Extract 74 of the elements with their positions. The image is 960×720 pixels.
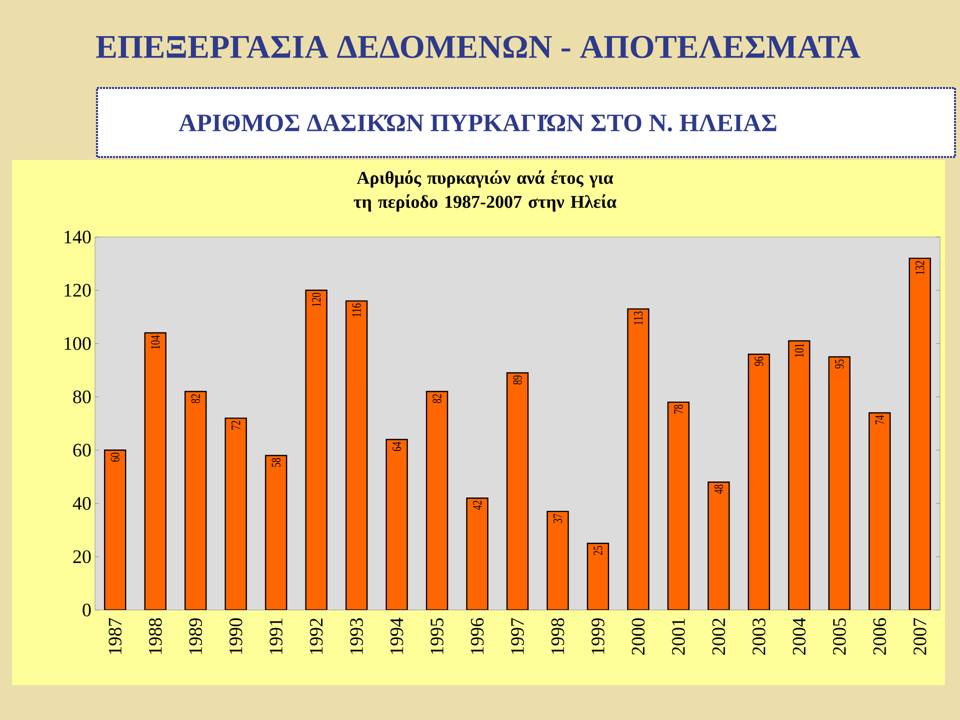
- x-tick-label: 2005: [833, 618, 846, 655]
- bar: [546, 510, 569, 610]
- bar: [264, 454, 288, 610]
- bar: [788, 340, 810, 610]
- chart-title: ΕΠΕΞΕΡΓΑΣΙΑ ΔΕΔΟΜΕΝΩΝ - ΑΠΟΤΕΛΕΣΜΑΤΑ: [96, 36, 860, 58]
- data-label: 116: [352, 303, 361, 317]
- bar: [305, 290, 328, 610]
- x-tick-label: 2002: [712, 618, 726, 655]
- x-tick-label: 1987: [108, 618, 122, 654]
- text: Αριθμός πυρκαγιών ανά έτος για τη περίοδο 1987-2007 στην Ηλεία: [354, 170, 616, 212]
- x-tick-label: 1999: [592, 618, 604, 654]
- data-label: 95: [835, 359, 844, 369]
- data-label: 82: [191, 394, 200, 404]
- x-tick-label: 2004: [792, 618, 806, 655]
- data-label: 104: [150, 335, 160, 349]
- bar: [868, 412, 891, 610]
- y-tick-label: 100: [64, 337, 91, 350]
- bar: [466, 498, 488, 610]
- data-label: 82: [432, 394, 442, 404]
- bar: [667, 402, 690, 610]
- bar: [748, 354, 770, 610]
- bar: [386, 438, 408, 610]
- x-tick-label: 1991: [270, 618, 282, 654]
- bar: [506, 372, 529, 610]
- bar: [144, 332, 166, 610]
- x-tick-label: 2006: [873, 618, 886, 655]
- x-tick-label: 2001: [672, 618, 685, 655]
- y-tick-label: 0: [82, 604, 91, 616]
- y-tick-label: 60: [73, 444, 91, 457]
- x-tick-label: 1988: [148, 618, 162, 654]
- bar: [708, 482, 730, 610]
- data-label: 132: [916, 261, 924, 274]
- data-label: 120: [312, 292, 321, 306]
- x-tick-label: 1994: [390, 618, 404, 654]
- x-tick-label: 1996: [470, 618, 484, 654]
- x-tick-label: 1993: [350, 618, 363, 654]
- x-tick-label: 1997: [511, 618, 524, 654]
- bar: [426, 390, 448, 610]
- bar: [224, 418, 247, 610]
- data-label: 89: [513, 375, 522, 384]
- x-tick-label: 2000: [632, 618, 645, 655]
- data-label: 25: [594, 546, 602, 555]
- bar: [627, 308, 650, 610]
- data-label: 64: [392, 442, 402, 452]
- y-tick-label: 120: [64, 284, 91, 297]
- data-label: 58: [272, 458, 280, 467]
- x-tick-label: 1989: [189, 618, 202, 654]
- x-tick-label: 1995: [430, 618, 444, 654]
- data-label: 42: [472, 500, 482, 510]
- data-label: 96: [754, 356, 764, 366]
- data-label: 60: [110, 452, 120, 462]
- data-label: 101: [794, 344, 804, 357]
- bar: [345, 300, 368, 610]
- bar: [586, 542, 610, 610]
- data-label: 74: [875, 415, 884, 424]
- x-tick-label: 1992: [310, 618, 323, 654]
- data-label: 72: [232, 420, 240, 430]
- data-label: 78: [674, 404, 683, 414]
- x-tick-label: 2003: [752, 618, 766, 655]
- x-tick-label: 2007: [913, 618, 926, 655]
- data-label: 37: [553, 514, 562, 523]
- y-tick-label: 40: [72, 497, 91, 510]
- bar: [908, 258, 931, 610]
- data-label: 113: [634, 312, 643, 325]
- bar: [184, 390, 207, 610]
- data-label: 48: [714, 484, 724, 494]
- y-tick-label: 80: [73, 390, 91, 404]
- bar: [828, 356, 851, 610]
- y-tick-label: 140: [64, 230, 91, 244]
- chart-subtitle: ΑΡΙΘΜΟΣ ΔΑΣΙΚΏΝ ΠΥΡΚΑΓΙΏΝ ΣΤΟ Ν. ΗΛΕΙΑΣ: [178, 114, 776, 132]
- bar: [104, 450, 126, 610]
- x-tick-label: 1990: [229, 618, 242, 654]
- x-tick-label: 1998: [551, 618, 564, 654]
- y-tick-label: 20: [73, 550, 91, 564]
